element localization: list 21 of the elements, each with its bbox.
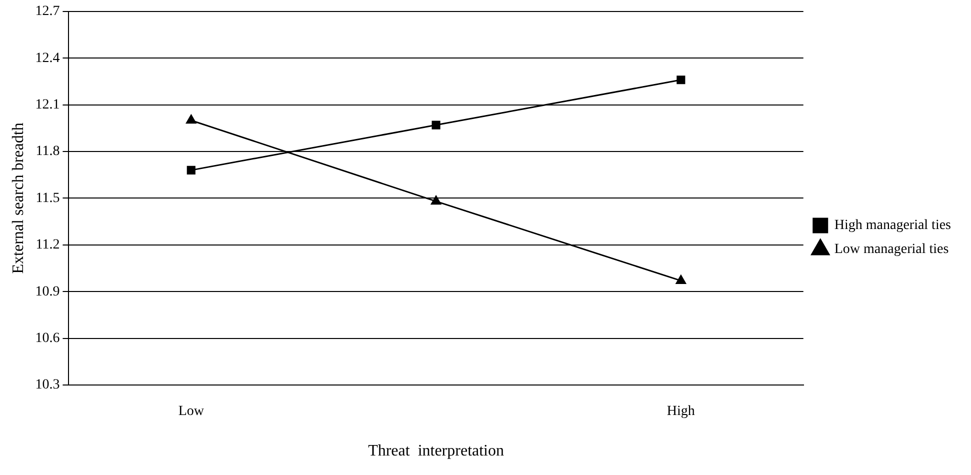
- y-tick-label: 12.7: [35, 4, 60, 20]
- point: [676, 76, 686, 84]
- y-tick-label: 12.4: [35, 50, 60, 66]
- y-tick-label: 10.9: [35, 284, 60, 300]
- point: [430, 196, 442, 205]
- legend-label: Low managerial ties: [834, 242, 949, 258]
- y-tick-label: 12.1: [35, 97, 60, 112]
- x-tick-label: High: [666, 404, 695, 420]
- y-tick-label: 10.3: [35, 378, 60, 393]
- y-axis-title: External search breadth: [10, 122, 27, 274]
- point: [186, 114, 196, 124]
- y-tick-label: 11.2: [36, 238, 60, 253]
- y-tick-label: 11.5: [36, 190, 60, 206]
- legend-label: High managerial ties: [834, 218, 952, 234]
- x-axis-title: Threat interpretation: [368, 442, 504, 460]
- y-tick-label: 11.8: [36, 144, 60, 160]
- point: [432, 120, 440, 130]
- y-tick-label: 10.6: [35, 330, 60, 346]
- point: [676, 274, 686, 284]
- point: [186, 166, 196, 174]
- x-tick-label: Low: [178, 404, 205, 420]
